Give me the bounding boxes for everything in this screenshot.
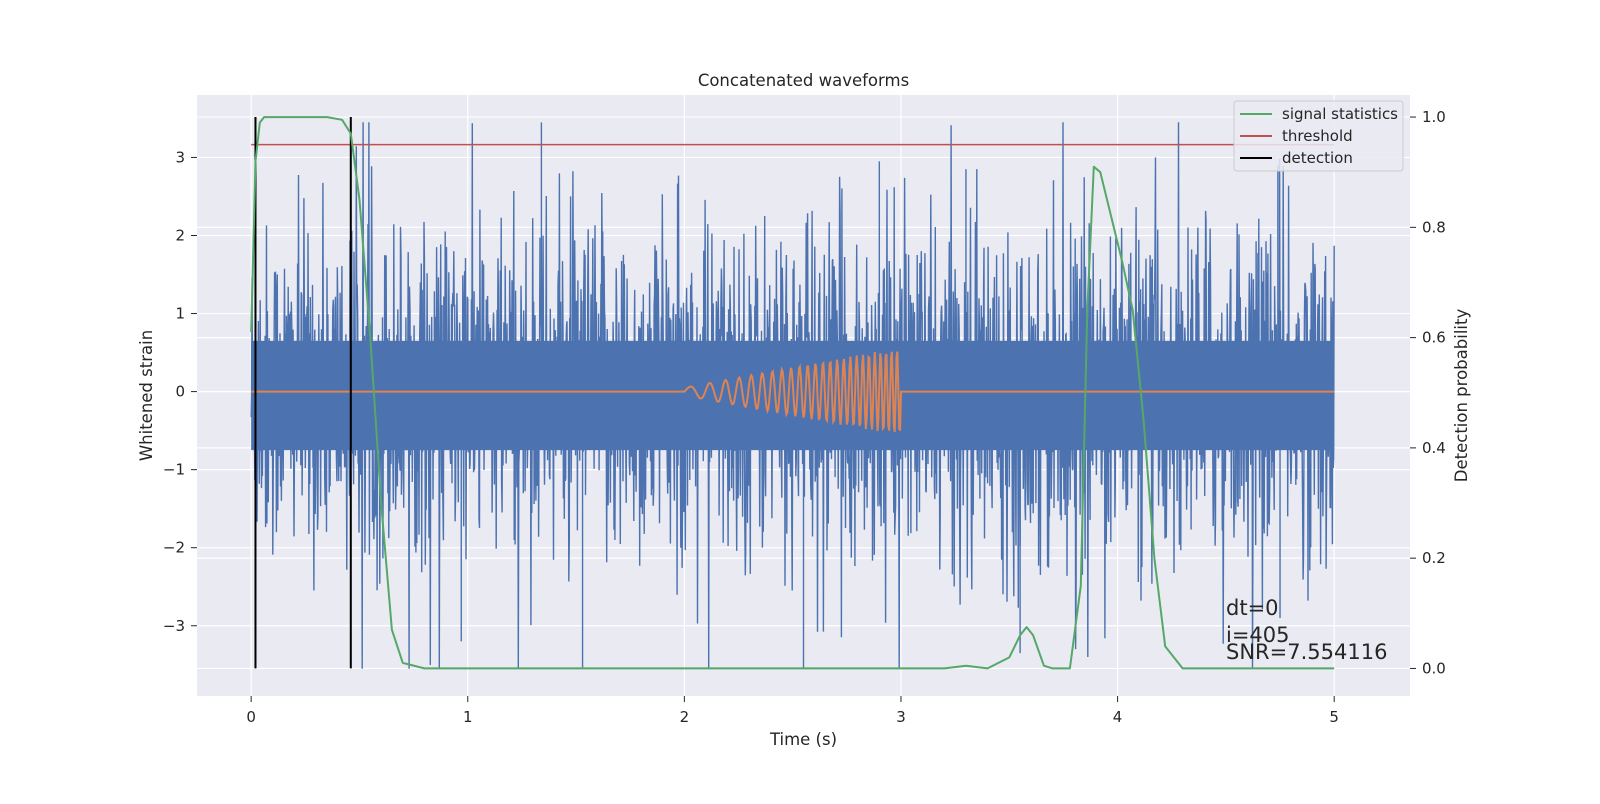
annotation-dt: dt=0: [1226, 596, 1279, 620]
annotation-index: i=405: [1226, 623, 1290, 647]
left-axis: −3 −2 −1 0 1 2 3: [163, 148, 197, 635]
signal-statistics-line: [250, 116, 1335, 670]
x-tick-label: 2: [680, 708, 690, 726]
x-axis-label: Time (s): [769, 730, 837, 749]
legend-label-detection: detection: [1282, 149, 1353, 167]
y-right-tick-label: 0.4: [1422, 439, 1446, 457]
annotation-snr: SNR=7.554116: [1226, 640, 1387, 664]
x-tick-label: 1: [463, 708, 473, 726]
y-axis-label-left: Whitened strain: [137, 330, 156, 461]
y-left-tick-label: −3: [163, 617, 185, 635]
x-tick-label: 0: [246, 708, 256, 726]
legend-box: [1233, 100, 1404, 172]
y-left-tick-label: 0: [175, 383, 185, 401]
y-left-tick-label: 2: [175, 226, 185, 244]
right-axis: 0.0 0.2 0.4 0.6 0.8 1.0: [1410, 108, 1446, 677]
y-right-tick-label: 0.8: [1422, 218, 1446, 236]
injected-chirp-line: [251, 351, 1335, 432]
y-left-tick-label: 3: [175, 148, 185, 166]
legend-label-signal-statistics: signal statistics: [1282, 105, 1398, 123]
x-tick-label: 5: [1329, 708, 1339, 726]
annotations: dt=0 i=405 SNR=7.554116: [1226, 596, 1387, 664]
y-left-tick-label: −2: [163, 539, 185, 557]
legend-label-threshold: threshold: [1282, 127, 1353, 145]
y-left-tick-label: 1: [175, 305, 185, 323]
y-right-tick-label: 0.0: [1422, 659, 1446, 677]
legend: signal statistics threshold detection: [1233, 100, 1404, 172]
x-tick-label: 4: [1113, 708, 1123, 726]
y-axis-label-right: Detection probability: [1452, 309, 1471, 483]
y-right-tick-label: 0.6: [1422, 329, 1446, 347]
chart-title: Concatenated waveforms: [698, 71, 909, 90]
bottom-axis: 0 1 2 3 4 5: [246, 696, 1339, 726]
y-left-tick-label: −1: [163, 461, 185, 479]
series-layer: [250, 116, 1335, 670]
y-right-tick-label: 1.0: [1422, 108, 1446, 126]
x-tick-label: 3: [896, 708, 906, 726]
y-right-tick-label: 0.2: [1422, 549, 1446, 567]
